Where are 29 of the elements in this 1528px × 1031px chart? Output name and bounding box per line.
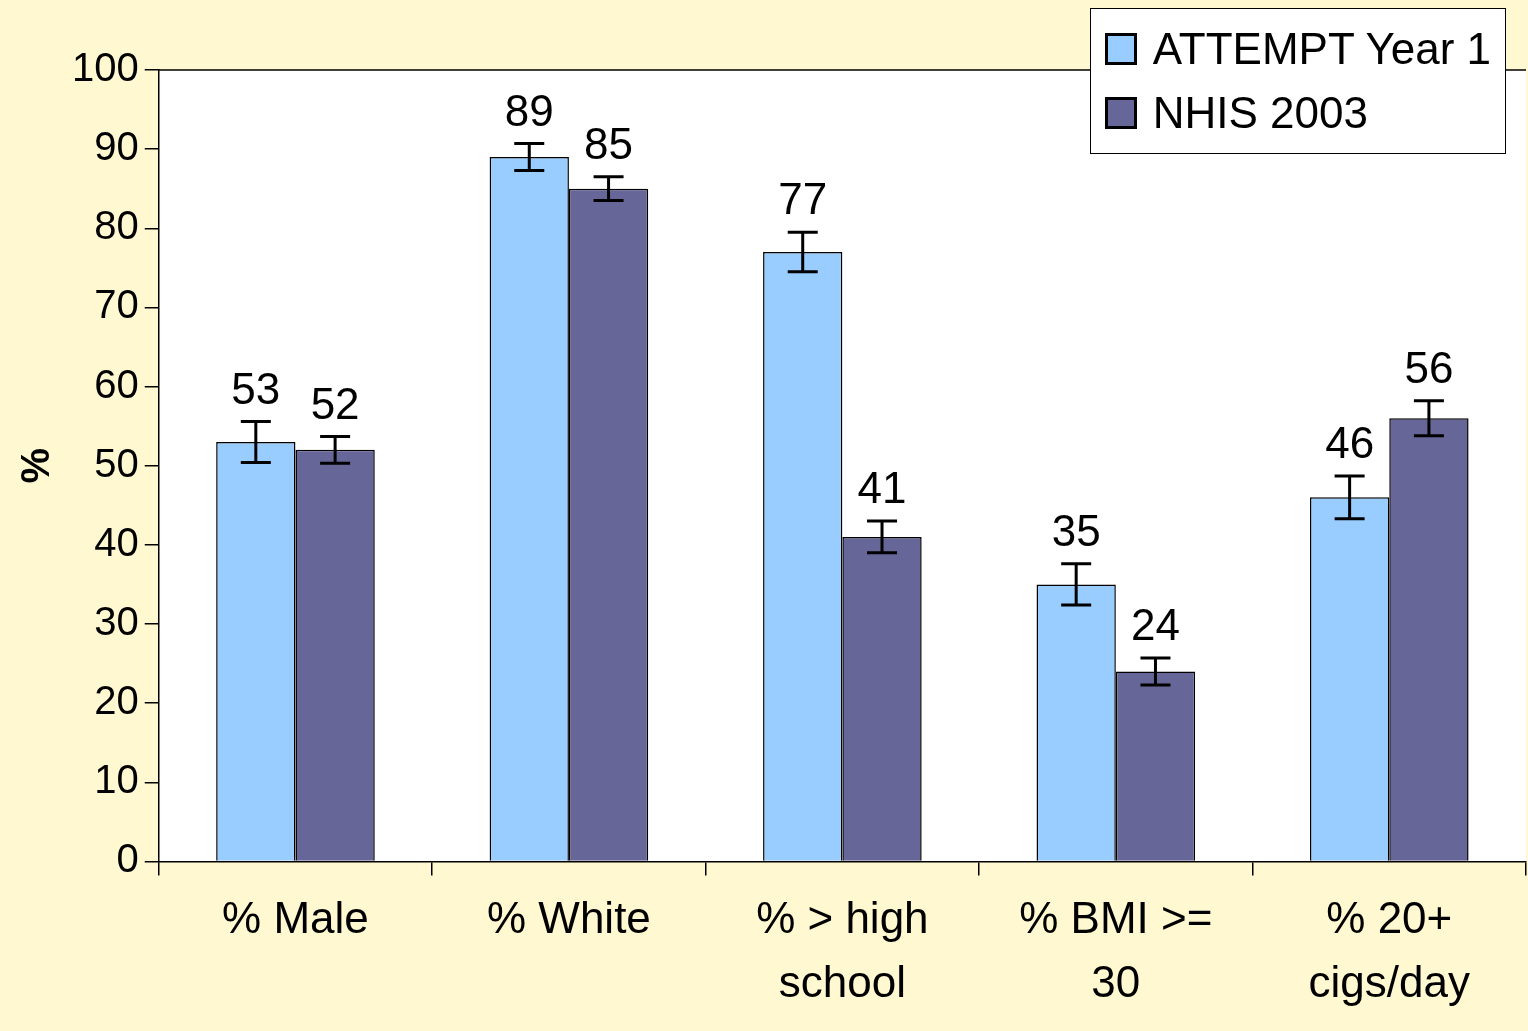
y-tick-label: 40: [94, 519, 139, 564]
legend-label: ATTEMPT Year 1: [1152, 23, 1491, 75]
y-tick-label: 90: [94, 124, 139, 169]
x-tick-label: % > high school: [756, 893, 929, 1007]
y-tick-label: 70: [94, 282, 139, 327]
y-tick-label: 20: [94, 678, 139, 723]
y-tick-label: 60: [94, 361, 139, 406]
y-tick-label: 30: [94, 599, 139, 644]
y-tick-label: 80: [94, 203, 139, 248]
data-label: 77: [778, 174, 828, 224]
y-axis-title: %: [13, 447, 58, 484]
y-tick-label: 50: [94, 440, 139, 485]
x-tick-label: % Male: [222, 893, 369, 943]
y-tick-label: 10: [94, 757, 139, 802]
data-label: 24: [1131, 600, 1180, 650]
data-label: 89: [504, 85, 554, 135]
legend-label: NHIS 2003: [1152, 87, 1368, 139]
data-label: 41: [857, 463, 907, 513]
data-label: 56: [1404, 342, 1454, 392]
data-label: 52: [310, 378, 360, 428]
data-label: 46: [1325, 418, 1375, 468]
y-tick-label: 0: [116, 836, 139, 881]
y-tick-label: 100: [71, 45, 139, 90]
x-tick-label: % White: [487, 893, 651, 943]
data-label: 85: [584, 118, 634, 168]
data-label: 53: [231, 363, 281, 413]
x-tick-label: % 20+ cigs/day: [1308, 893, 1470, 1007]
data-label: 35: [1051, 505, 1101, 555]
x-tick-label: % BMI >= 30: [1019, 893, 1213, 1007]
